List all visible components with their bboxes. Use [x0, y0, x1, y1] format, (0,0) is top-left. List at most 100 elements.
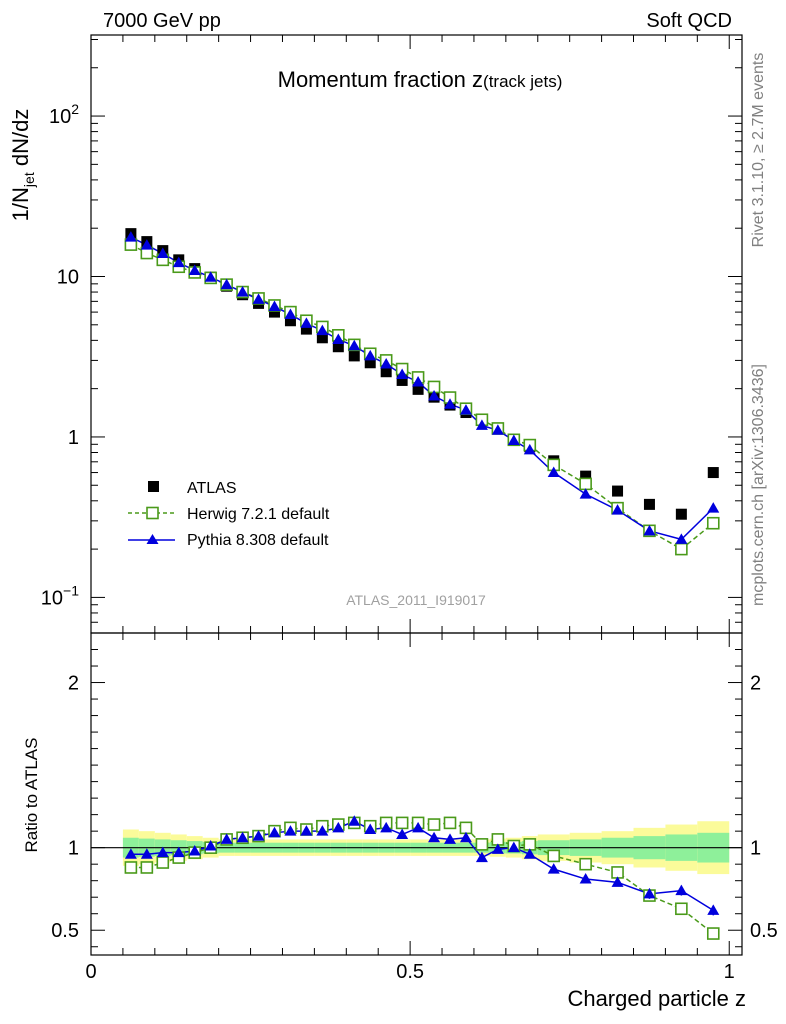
main-point-pythia [204, 271, 217, 282]
y-tick-label-main: 10 [57, 267, 79, 289]
main-point-pythia [316, 324, 329, 336]
legend-marker-atlas [148, 481, 159, 492]
main-point-pythia [268, 300, 281, 312]
main-point-pythia [252, 293, 265, 304]
legend: ATLAS Herwig 7.2.1 default Pythia 8.308 … [128, 480, 330, 549]
ratio-point-herwig [547, 849, 561, 863]
y-tick-label-main: 102 [49, 101, 79, 128]
main-point-pythia [236, 286, 249, 297]
main-point-pythia [364, 349, 377, 361]
legend-label-pythia: Pythia 8.308 default [187, 532, 329, 549]
main-point-pythia [396, 368, 409, 380]
main-point-pythia [220, 278, 233, 290]
main-point-atlas [396, 374, 408, 386]
main-point-pythia [428, 389, 441, 401]
legend-label-herwig: Herwig 7.2.1 default [187, 506, 330, 523]
ratio-point-pythia [316, 825, 329, 836]
main-point-atlas [643, 498, 655, 510]
ratio-point-pythia [284, 825, 297, 836]
ratio-point-pythia [412, 821, 425, 833]
main-point-pythia [579, 488, 592, 499]
ratio-point-herwig [427, 818, 441, 831]
main-point-pythia [611, 504, 624, 515]
main-point-pythia [380, 357, 393, 369]
ratio-panel-frame [90, 632, 743, 956]
ratio-point-pythia [268, 826, 281, 838]
ratio-point-pythia [611, 876, 624, 887]
ratio-point-herwig [675, 902, 688, 916]
ratio-point-herwig [579, 857, 592, 871]
main-point-atlas [332, 341, 344, 353]
main-point-pythia [172, 256, 185, 268]
main-point-atlas [612, 485, 624, 497]
main-point-pythia [459, 404, 472, 415]
ratio-point-herwig [523, 838, 537, 851]
main-point-atlas [300, 323, 312, 335]
ratio-point-pythia [707, 904, 720, 915]
main-point-pythia [444, 398, 457, 409]
y-axis-title-main: 1/Njet dN/dz [8, 109, 37, 222]
main-point-pythia [124, 231, 137, 242]
legend-marker-pythia [146, 534, 159, 544]
chart-title: Momentum fraction z(track jets) [278, 67, 563, 92]
main-point-pythia [507, 434, 520, 446]
ratio-point-pythia [475, 851, 488, 863]
y-tick-label-main: 10−1 [41, 582, 79, 609]
main-point-atlas [412, 383, 424, 395]
main-point-pythia [300, 317, 313, 328]
legend-marker-herwig [146, 506, 159, 520]
ratio-point-pythia [252, 830, 265, 841]
legend-label-atlas: ATLAS [187, 480, 237, 497]
main-point-atlas [284, 315, 296, 327]
main-point-pythia [475, 419, 488, 430]
ratio-point-pythia [236, 831, 249, 843]
ratio-point-pythia [643, 887, 656, 899]
main-point-pythia [156, 247, 169, 259]
main-point-pythia [348, 339, 361, 351]
main-point-pythia [707, 502, 720, 513]
main-point-pythia [491, 424, 504, 435]
side-label-mcplots: mcplots.cern.ch [arXiv:1306.3436] [750, 364, 767, 606]
ratio-point-pythia [675, 884, 688, 896]
x-tick-label: 0 [85, 961, 96, 983]
main-point-atlas [364, 357, 376, 369]
ratio-point-pythia [300, 825, 313, 836]
ratio-point-herwig [611, 866, 624, 879]
header-right: Soft QCD [646, 10, 732, 32]
chart-title-main: Momentum fraction z [278, 67, 483, 92]
ratio-point-pythia [204, 840, 217, 851]
ratio-point-herwig [156, 856, 170, 869]
y-tick-label-ratio: 2 [68, 673, 79, 695]
ratio-point-pythia [444, 833, 457, 844]
ratio-point-herwig [475, 838, 489, 851]
main-point-atlas [268, 306, 280, 318]
main-point-atlas [316, 332, 328, 344]
y-tick-label-ratio-right: 1 [750, 838, 761, 860]
ratio-point-pythia [396, 828, 409, 839]
main-point-atlas [380, 366, 392, 378]
main-line-herwig [130, 243, 714, 551]
main-point-pythia [547, 466, 560, 478]
x-tick-label: 1 [724, 961, 735, 983]
ratio-point-herwig [395, 816, 409, 830]
main-point-pythia [284, 308, 297, 319]
main-point-pythia [332, 333, 345, 344]
ratio-point-pythia [547, 863, 560, 874]
main-point-pythia [188, 264, 201, 275]
ratio-point-pythia [491, 843, 504, 854]
ratio-point-herwig [706, 927, 720, 940]
y-tick-label-ratio-right: 2 [750, 673, 761, 695]
main-point-atlas [580, 470, 592, 482]
main-point-herwig [675, 542, 688, 556]
ratio-point-pythia [156, 846, 169, 858]
main-point-pythia [675, 533, 688, 544]
ratio-point-pythia [188, 844, 201, 856]
x-axis-title: Charged particle z [567, 986, 746, 1011]
ratio-point-pythia [523, 848, 536, 859]
ratio-point-pythia [140, 848, 153, 859]
ratio-point-pythia [459, 831, 472, 843]
main-point-pythia [643, 524, 656, 536]
ratio-point-pythia [364, 823, 377, 835]
y-tick-label-ratio: 0.5 [51, 920, 79, 942]
